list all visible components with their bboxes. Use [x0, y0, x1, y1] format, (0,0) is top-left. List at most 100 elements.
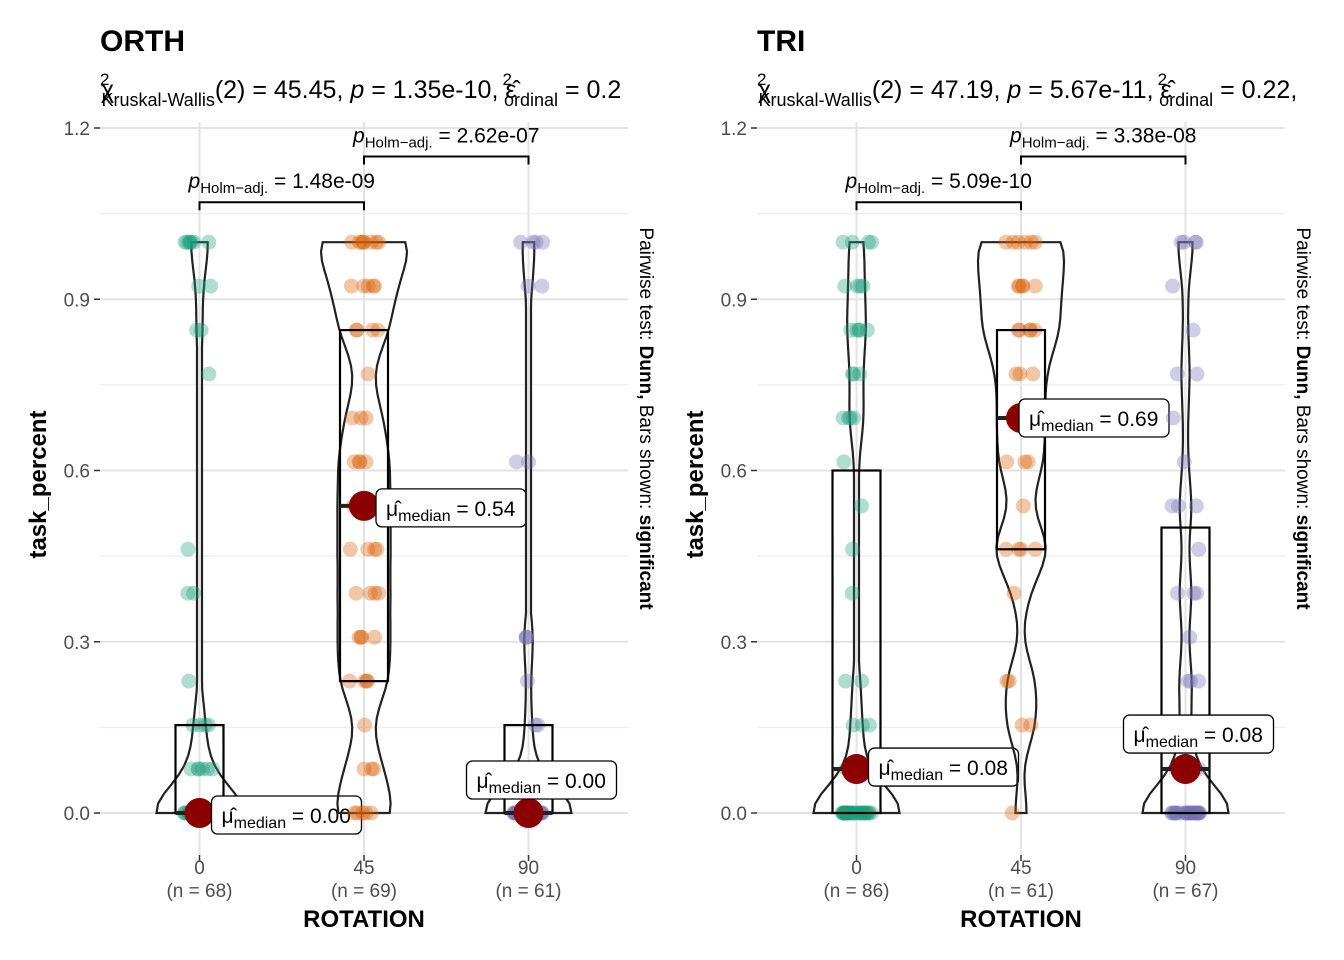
mu-symbol: μ̂	[386, 498, 402, 521]
data-point	[1183, 673, 1199, 689]
y-tick-label: 0.6	[64, 462, 90, 483]
effsize-value: 0.2	[587, 76, 622, 104]
data-point	[354, 234, 370, 250]
data-point	[191, 278, 207, 294]
data-point	[1011, 278, 1027, 294]
data-point	[1186, 585, 1202, 601]
data-point	[535, 234, 551, 250]
eq: =	[1094, 408, 1118, 431]
data-point	[357, 717, 373, 733]
violin-90	[484, 241, 573, 815]
data-point	[367, 278, 383, 294]
median-label-box	[465, 760, 618, 800]
data-point	[203, 278, 219, 294]
data-point	[353, 629, 369, 645]
x-tick-count: (n = 61)	[988, 881, 1054, 902]
p-symbol: p	[1006, 76, 1021, 104]
eq: =	[925, 170, 949, 193]
data-point	[1191, 673, 1206, 689]
data-point	[368, 234, 384, 250]
x-tick-label: 90	[1175, 858, 1196, 879]
data-point	[201, 366, 217, 382]
data-point	[1020, 454, 1036, 470]
data-point	[1023, 717, 1039, 733]
data-point	[518, 629, 534, 645]
mu-symbol: μ̂	[1029, 408, 1045, 431]
data-point	[183, 761, 199, 777]
caption-mid: Bars shown:	[1292, 399, 1313, 514]
paren-close: ) =	[894, 76, 931, 104]
data-point	[363, 805, 379, 821]
epsilon-subscript: ordinal	[1159, 90, 1213, 110]
p-symbol: p	[352, 125, 365, 148]
data-point	[849, 278, 865, 294]
median-label: μ̂median = 0.08	[879, 757, 1008, 784]
data-point	[366, 761, 382, 777]
x-tick-label: 0	[851, 858, 862, 879]
chart-title: TRI	[757, 25, 805, 58]
data-point	[356, 234, 372, 250]
stat-df: 2	[880, 76, 894, 104]
data-point	[1185, 322, 1201, 338]
median-value: 0.08	[1222, 724, 1263, 747]
stat-value: 47.19	[931, 76, 994, 104]
data-point	[1165, 278, 1181, 294]
epsilon-superscript: 2	[1158, 70, 1167, 89]
median-value: 0.00	[310, 805, 351, 828]
data-point	[344, 410, 360, 426]
mu-subscript: median	[1146, 734, 1198, 751]
eq: =	[943, 757, 967, 780]
paren-open: (	[872, 76, 881, 104]
data-point	[836, 454, 852, 470]
data-point	[860, 234, 876, 250]
x-axis-title: ROTATION	[960, 906, 1082, 933]
data-point	[348, 585, 364, 601]
pairwise-label: pHolm−adj. = 2.62e-07	[352, 125, 539, 152]
p-subscript: Holm−adj.	[200, 180, 268, 197]
data-point	[854, 717, 870, 733]
data-point	[835, 410, 851, 426]
data-point	[1180, 673, 1196, 689]
paren-close: ) =	[237, 76, 274, 104]
mu-subscript: median	[1041, 418, 1093, 435]
data-point	[344, 234, 360, 250]
data-point	[999, 673, 1015, 689]
data-point	[1191, 541, 1207, 557]
data-point	[1173, 234, 1189, 250]
data-point	[200, 761, 215, 777]
pairwise-bracket	[855, 201, 1022, 211]
median-point	[513, 798, 544, 828]
data-point	[838, 673, 854, 689]
data-point	[519, 673, 535, 689]
data-point	[845, 366, 861, 382]
violin-0	[812, 241, 901, 815]
sep: ,	[1147, 76, 1161, 104]
data-point	[342, 541, 358, 557]
median-value: 0.08	[967, 757, 1008, 780]
data-point	[1176, 454, 1192, 470]
data-point	[1189, 366, 1205, 382]
data-point	[353, 410, 369, 426]
data-point	[835, 234, 851, 250]
pairwise-p-value: 5.09e-10	[949, 170, 1032, 193]
median-label-box	[210, 795, 363, 835]
data-point	[356, 278, 372, 294]
data-point	[356, 761, 372, 777]
eq: =	[1198, 724, 1222, 747]
x-tick-label: 90	[518, 858, 539, 879]
data-point	[1188, 234, 1204, 250]
data-point	[371, 585, 387, 601]
data-point	[1001, 673, 1017, 689]
data-point	[351, 454, 367, 470]
data-point	[864, 234, 879, 250]
data-point	[180, 541, 196, 557]
data-point	[358, 410, 374, 426]
data-point	[346, 454, 362, 470]
data-point	[362, 585, 378, 601]
effsize-value: 0.22,	[1242, 76, 1298, 104]
p-subscript: Holm−adj.	[857, 180, 925, 197]
mu-symbol: μ̂	[222, 805, 238, 828]
data-point	[363, 234, 379, 250]
data-point	[358, 454, 374, 470]
